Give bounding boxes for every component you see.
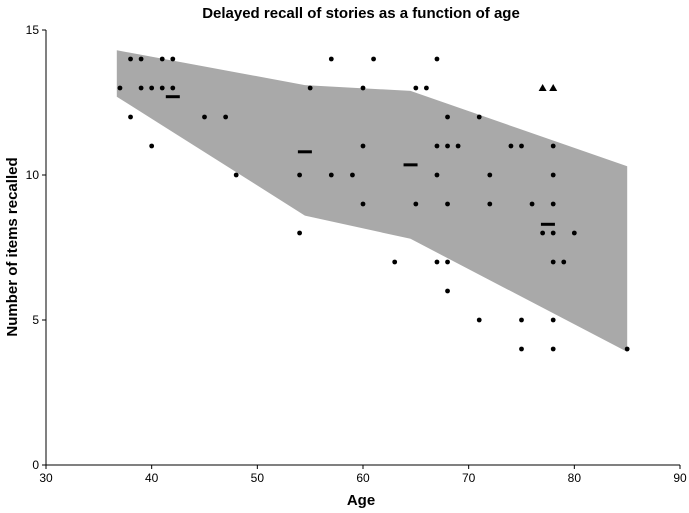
- x-tick-label: 30: [39, 471, 53, 485]
- y-tick-label: 10: [26, 168, 40, 182]
- data-point: [360, 143, 366, 149]
- data-point: [550, 317, 556, 323]
- data-point: [519, 143, 524, 149]
- data-point: [561, 259, 567, 265]
- chart-title: Delayed recall of stories as a function …: [202, 5, 520, 22]
- data-points: [117, 56, 630, 352]
- data-point: [360, 85, 366, 91]
- data-point: [476, 114, 482, 120]
- data-point: [149, 85, 155, 91]
- data-point: [445, 143, 450, 149]
- y-axis-label: Number of items recalled: [4, 157, 21, 336]
- y-tick-label: 15: [26, 23, 40, 37]
- data-point: [445, 259, 450, 265]
- data-point: [328, 56, 334, 62]
- triangle-point: [538, 84, 547, 91]
- data-point: [128, 114, 133, 120]
- data-point: [223, 114, 229, 120]
- data-point: [128, 56, 133, 62]
- data-point: [170, 85, 176, 91]
- data-point: [434, 259, 440, 265]
- range-band: [116, 50, 628, 352]
- data-point: [371, 56, 376, 62]
- data-point: [550, 143, 556, 149]
- data-point: [550, 201, 556, 207]
- data-point: [360, 201, 366, 207]
- data-point: [392, 259, 398, 265]
- data-point: [424, 85, 429, 91]
- x-tick-label: 60: [356, 471, 370, 485]
- x-tick-label: 50: [251, 471, 265, 485]
- data-point: [445, 201, 450, 207]
- y-tick-label: 5: [32, 313, 39, 327]
- data-point: [487, 172, 493, 178]
- ticks: 30 40 50 60 70 80 90 0 5 10 15: [26, 23, 687, 485]
- data-point: [159, 56, 165, 62]
- data-point: [307, 85, 313, 91]
- data-point: [350, 172, 355, 178]
- data-point: [297, 172, 302, 178]
- data-point: [233, 172, 239, 178]
- x-axis-label: Age: [347, 492, 375, 509]
- data-point: [434, 56, 440, 62]
- data-point: [571, 230, 577, 236]
- data-point: [487, 201, 493, 207]
- data-point: [445, 288, 450, 294]
- x-tick-label: 90: [673, 471, 687, 485]
- triangle-point: [549, 84, 558, 91]
- data-point: [508, 143, 514, 149]
- data-point: [159, 85, 165, 91]
- data-point: [138, 56, 144, 62]
- x-tick-label: 70: [462, 471, 476, 485]
- data-point: [149, 143, 155, 149]
- data-point: [434, 143, 440, 149]
- data-point: [117, 85, 123, 91]
- data-point: [550, 230, 556, 236]
- range-band-layer: [116, 50, 628, 352]
- data-point: [413, 85, 419, 91]
- x-tick-label: 80: [568, 471, 582, 485]
- data-point: [624, 346, 630, 352]
- data-point: [328, 172, 334, 178]
- triangle-points: [538, 84, 558, 91]
- data-point: [297, 230, 302, 236]
- data-point: [476, 317, 482, 323]
- data-point: [455, 143, 461, 149]
- data-point: [445, 114, 450, 120]
- data-point: [413, 201, 419, 207]
- data-point: [519, 317, 524, 323]
- mean-markers: [165, 95, 555, 226]
- data-point: [540, 230, 546, 236]
- data-point: [138, 85, 144, 91]
- y-tick-label: 0: [32, 458, 39, 472]
- data-point: [170, 56, 176, 62]
- data-point: [529, 201, 535, 207]
- data-point: [434, 172, 440, 178]
- data-point: [550, 346, 556, 352]
- data-point: [550, 172, 556, 178]
- x-tick-label: 40: [145, 471, 159, 485]
- data-point: [202, 114, 207, 120]
- data-point: [519, 346, 524, 352]
- data-point: [550, 259, 556, 265]
